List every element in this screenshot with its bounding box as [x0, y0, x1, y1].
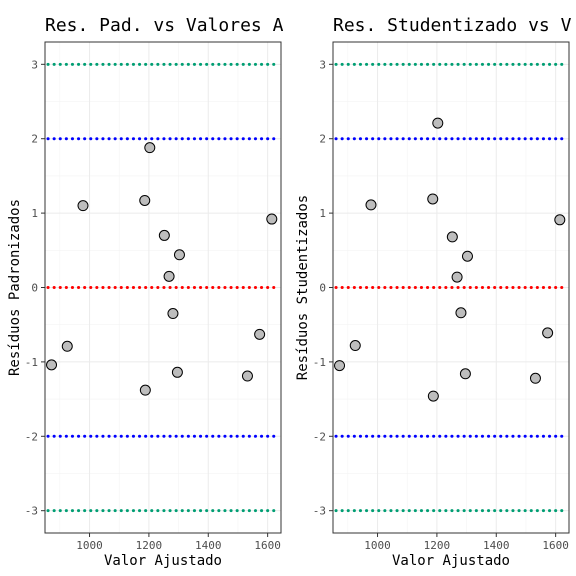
y-tick-label: -3 — [313, 505, 326, 518]
data-point — [167, 308, 179, 320]
data-point — [529, 372, 541, 384]
x-axis-title: Valor Ajustado — [392, 553, 510, 569]
y-tick-label: -3 — [25, 505, 38, 518]
panel-studentized-residuals: 1000 1200 1400 1600 -3 -2 -1 0 1 2 3 Res. Studentiz… — [295, 15, 572, 569]
data-point — [365, 199, 377, 211]
x-tick-label: 1600 — [254, 539, 281, 552]
data-point — [173, 249, 185, 261]
x-tick-label: 1400 — [195, 539, 222, 552]
y-axis-title: Resíduos Padronizados — [7, 199, 23, 376]
x-tick-label: 1200 — [424, 539, 451, 552]
data-point — [139, 194, 151, 206]
y-tick-label: -1 — [313, 356, 326, 369]
x-axis-title: Valor Ajustado — [104, 553, 222, 569]
x-tick-label: 1400 — [483, 539, 510, 552]
y-tick-label: -1 — [25, 356, 38, 369]
chart-title: Res. Studentizado vs V — [333, 15, 572, 36]
y-tick-label: 3 — [319, 58, 326, 71]
data-point — [451, 271, 463, 283]
y-tick-label: 3 — [31, 58, 38, 71]
data-point — [254, 328, 266, 340]
data-point — [542, 327, 554, 339]
chart-title: Res. Pad. vs Valores A — [45, 15, 284, 36]
data-point — [266, 213, 278, 225]
y-axis-title: Resíduos Studentizados — [295, 195, 311, 380]
y-tick-label: 2 — [319, 133, 326, 146]
data-point — [163, 270, 175, 282]
data-point — [432, 117, 444, 129]
x-tick-label: 1000 — [364, 539, 391, 552]
y-tick-label: -2 — [25, 430, 38, 443]
data-point — [158, 229, 170, 241]
data-point — [427, 390, 439, 402]
x-tick-label: 1000 — [76, 539, 103, 552]
data-point — [241, 370, 253, 382]
data-point — [446, 231, 458, 243]
y-tick-label: 1 — [319, 207, 326, 220]
data-point — [77, 200, 89, 212]
y-tick-label: 2 — [31, 133, 38, 146]
y-tick-label: 1 — [31, 207, 38, 220]
data-point — [349, 340, 361, 352]
data-point — [61, 340, 73, 352]
data-point — [144, 142, 156, 154]
data-point — [171, 366, 183, 378]
data-point — [334, 360, 346, 372]
panel-standardized-residuals: 1000 1200 1400 1600 -3 -2 -1 0 1 2 3 Res. Pad. vs V… — [7, 15, 284, 569]
data-point — [554, 214, 566, 226]
x-tick-label: 1600 — [542, 539, 569, 552]
data-point — [427, 193, 439, 205]
y-tick-label: 0 — [31, 282, 38, 295]
y-tick-label: 0 — [319, 282, 326, 295]
data-point — [46, 359, 58, 371]
data-point — [455, 307, 467, 319]
x-tick-label: 1200 — [136, 539, 163, 552]
data-point — [461, 250, 473, 262]
y-tick-label: -2 — [313, 430, 326, 443]
data-point — [459, 368, 471, 380]
data-point — [139, 384, 151, 396]
